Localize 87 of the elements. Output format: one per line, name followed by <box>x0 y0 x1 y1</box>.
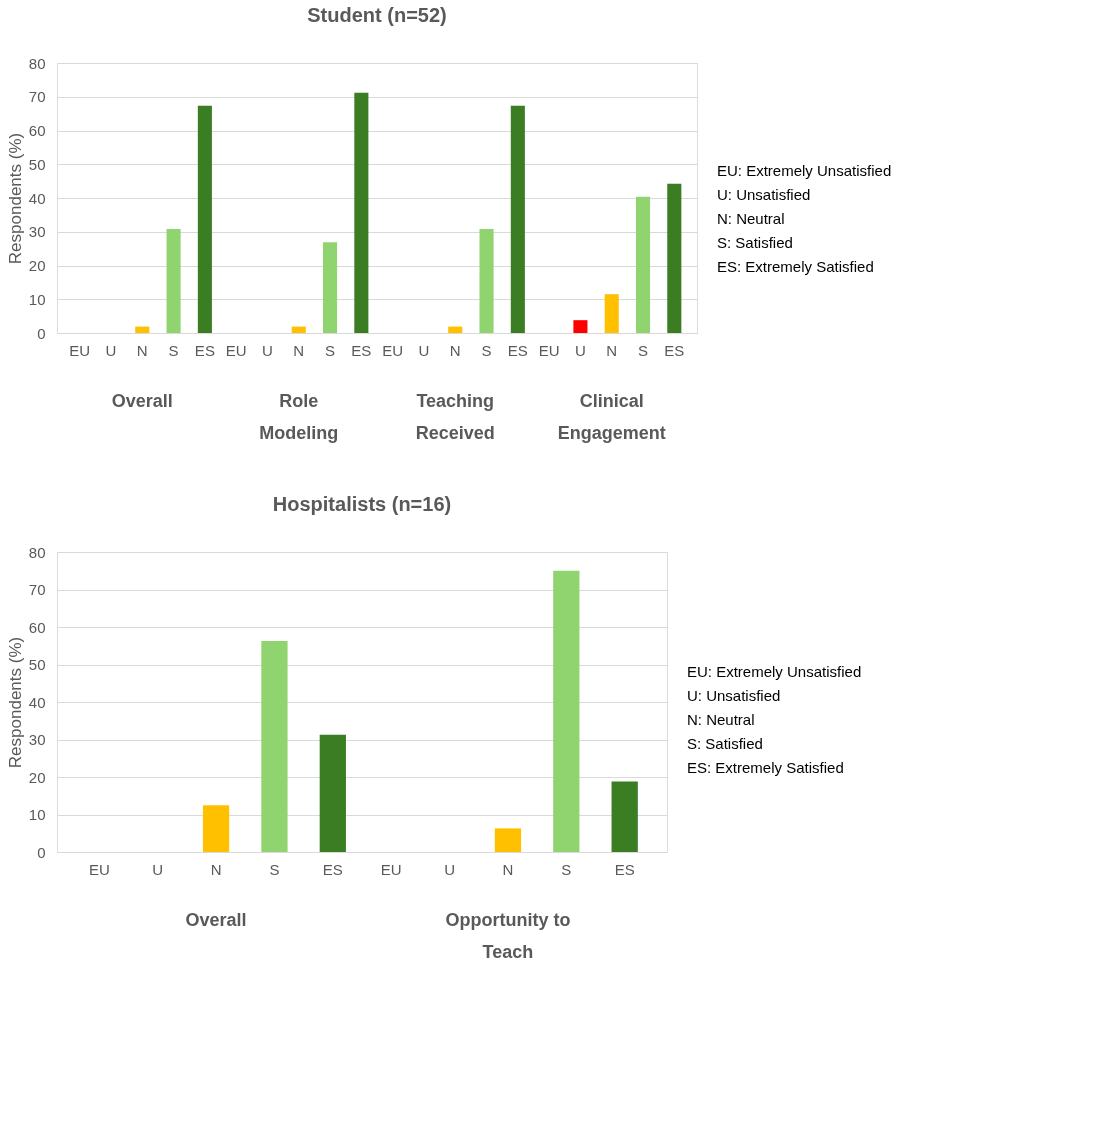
y-tick-label: 70 <box>28 581 46 598</box>
x-tick-label: S <box>269 860 280 878</box>
text: ES: Extremely Satisfied <box>687 759 844 776</box>
x-tick-label: N <box>210 860 222 878</box>
x-tick-label: ES <box>322 860 343 878</box>
y-tick-label: 20 <box>28 257 46 274</box>
x-tick-label: EU <box>225 341 247 359</box>
y-tick-label: 10 <box>28 806 46 823</box>
x-tick-label: S <box>561 860 572 878</box>
x-tick-label: U <box>575 341 586 359</box>
x-tick-label: U <box>418 341 430 359</box>
text: Opportunity to Teach <box>445 910 571 962</box>
x-tick-label: S <box>481 341 492 359</box>
y-tick-label: 60 <box>28 618 46 636</box>
x-tick-label: N <box>449 341 461 359</box>
y-tick-label: 30 <box>28 731 46 748</box>
x-tick-label: S <box>168 341 179 359</box>
x-tick-label: U <box>105 341 117 359</box>
x-tick-label: U <box>444 860 455 878</box>
bar <box>635 196 651 333</box>
bar <box>553 570 580 852</box>
bar <box>261 640 288 852</box>
y-axis-title: Respondents (%) <box>5 132 25 265</box>
x-tick-label: EU <box>538 341 560 359</box>
x-tick-label: N <box>606 341 618 359</box>
x-tick-label: EU <box>382 341 404 359</box>
chart-title: Student (n=52) <box>307 4 447 26</box>
y-tick-label: 10 <box>28 290 46 308</box>
bar <box>202 805 230 852</box>
x-tick-label: ES <box>507 341 528 359</box>
text: N: Neutral <box>687 711 755 728</box>
y-tick-label: 80 <box>28 543 46 561</box>
bar <box>291 326 306 333</box>
text: EU: Extremely Unsatisfied <box>717 162 892 179</box>
y-tick-label: 80 <box>28 54 46 72</box>
bar <box>197 105 212 333</box>
text: S: Satisfied <box>687 735 763 752</box>
bar <box>323 242 338 333</box>
bar <box>510 105 525 333</box>
y-tick-label: 40 <box>28 693 46 711</box>
text: ES: Extremely Satisfied <box>717 258 874 275</box>
bar <box>166 229 181 333</box>
bar <box>135 326 150 333</box>
text: EU: Extremely Unsatisfied <box>687 663 862 680</box>
x-tick-label: ES <box>664 341 685 359</box>
bar <box>573 320 588 333</box>
bar <box>479 229 494 333</box>
y-tick-label: 0 <box>37 843 46 861</box>
x-tick-label: U <box>262 341 273 359</box>
text: Teaching Received <box>415 391 495 443</box>
x-tick-label: N <box>293 341 305 359</box>
x-tick-label: EU <box>380 860 402 878</box>
bar <box>319 734 346 852</box>
y-tick-label: 50 <box>28 155 46 173</box>
text: Overall <box>185 910 247 930</box>
x-tick-label: EU <box>88 860 110 878</box>
x-tick-label: ES <box>614 860 635 878</box>
text: S: Satisfied <box>717 234 793 251</box>
x-tick-label: ES <box>351 341 372 359</box>
y-tick-label: 50 <box>28 656 46 673</box>
bar <box>448 326 463 333</box>
chart-title: Hospitalists (n=16) <box>272 493 452 515</box>
y-axis-title: Respondents (%) <box>5 636 25 769</box>
y-tick-label: 60 <box>28 122 46 139</box>
bar <box>354 92 369 333</box>
bar <box>611 781 638 852</box>
text: Overall <box>111 391 173 411</box>
y-tick-label: 30 <box>28 223 46 241</box>
y-tick-label: 20 <box>28 768 46 786</box>
text: Role Modeling <box>259 391 339 443</box>
x-tick-label: N <box>136 341 148 359</box>
bar <box>667 183 682 333</box>
x-tick-label: ES <box>194 341 215 359</box>
y-tick-label: 0 <box>37 324 46 342</box>
y-tick-label: 40 <box>28 189 46 207</box>
x-tick-label: U <box>152 860 164 878</box>
x-tick-label: S <box>638 341 649 359</box>
x-tick-label: EU <box>69 341 91 359</box>
bar <box>604 294 619 333</box>
bar <box>494 828 522 852</box>
y-tick-label: 70 <box>28 88 46 106</box>
text: Clinical Engagement <box>557 391 666 443</box>
x-tick-label: N <box>502 860 514 878</box>
x-tick-label: S <box>325 341 336 359</box>
text: N: Neutral <box>717 210 785 227</box>
text: U: Unsatisfied <box>687 687 781 704</box>
text: U: Unsatisfied <box>717 186 811 203</box>
